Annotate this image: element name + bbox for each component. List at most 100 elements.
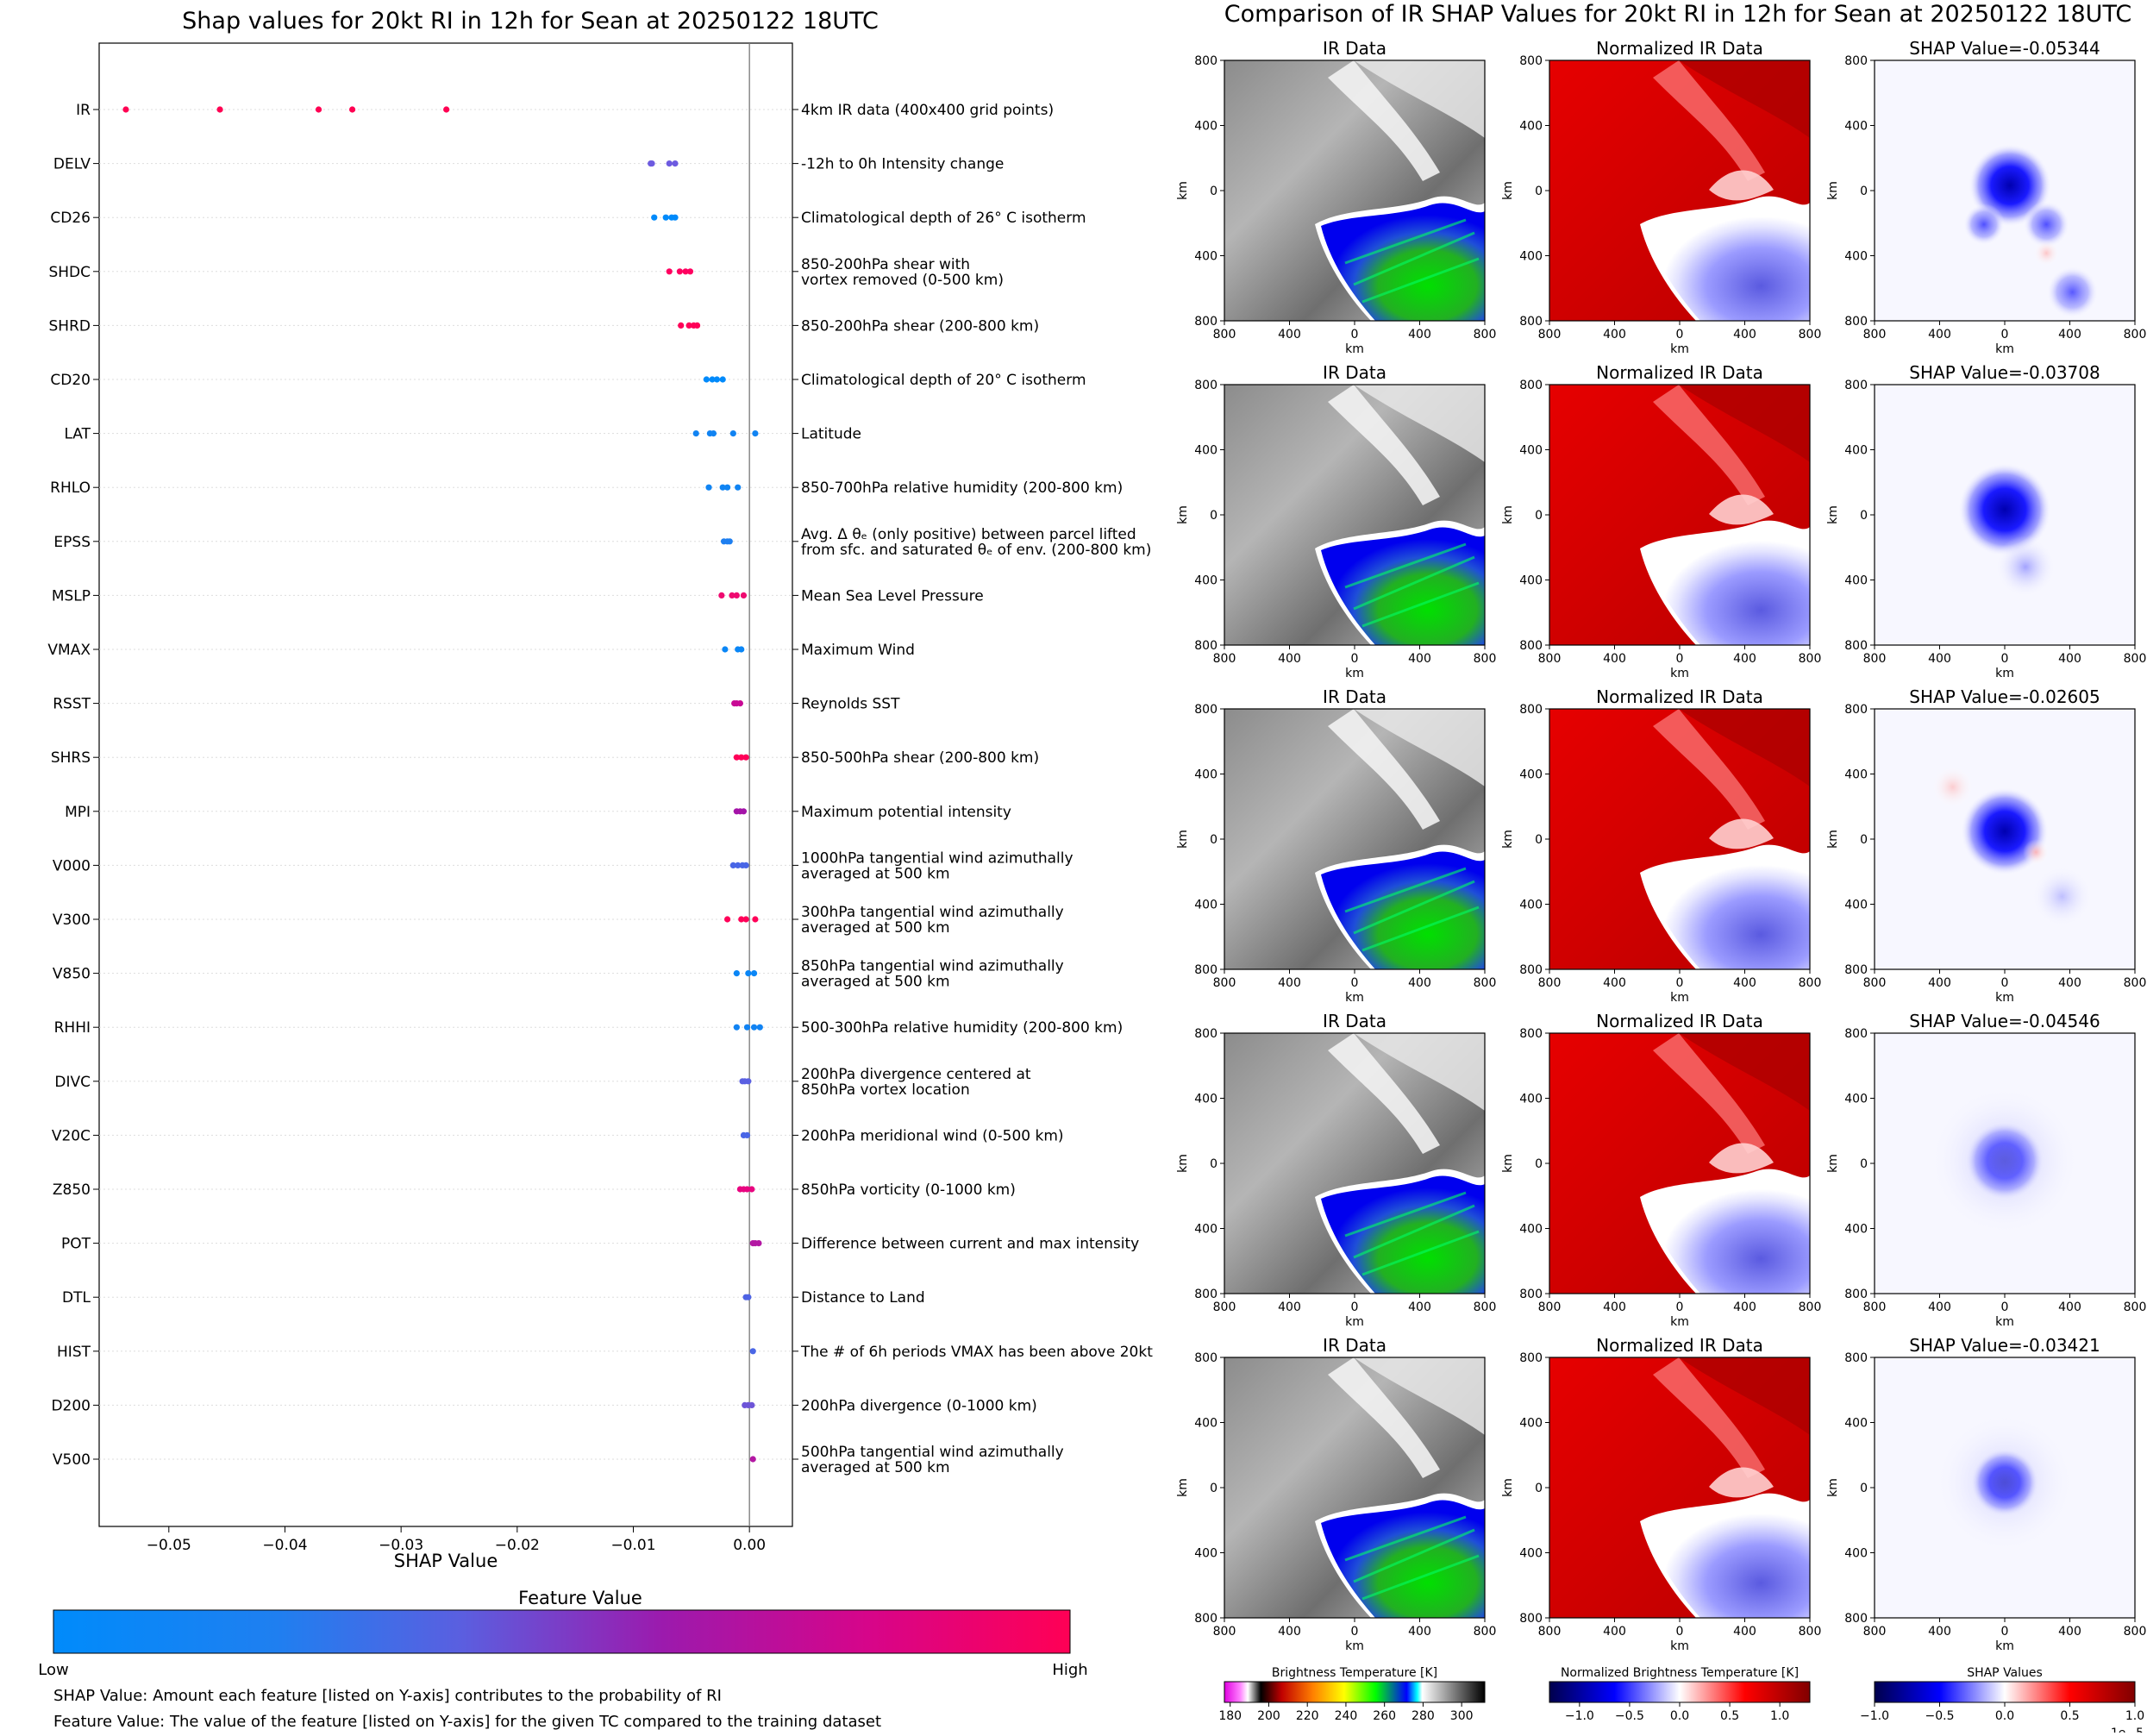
panel-y-tick-label: 800	[1194, 963, 1217, 977]
feature-description: averaged at 500 km	[801, 919, 950, 937]
ir-image	[1224, 1033, 1485, 1294]
ir-image	[1224, 1357, 1485, 1618]
panel-y-tick-label: 800	[1194, 1288, 1217, 1301]
shap-point	[729, 592, 735, 599]
colorbar-tick-label: −1.0	[1860, 1709, 1889, 1723]
panel-x-tick-label: 400	[1928, 976, 1951, 990]
panel-y-tick-label: 0	[1535, 833, 1543, 847]
feature-description: 500-300hPa relative humidity (200-800 km…	[801, 1019, 1123, 1037]
feature-label: RHHI	[54, 1019, 91, 1037]
panel-y-label: km	[1176, 830, 1190, 849]
shap-point	[742, 916, 749, 923]
colorbar-tick-label: 1.0	[1770, 1709, 1789, 1723]
normalized-band	[1653, 60, 1765, 181]
feature-description: from sfc. and saturated θₑ of env. (200-…	[801, 542, 1151, 559]
shap-point	[752, 916, 759, 923]
panel-x-tick-label: 400	[1603, 976, 1626, 990]
colorbar-tick-label: 0.5	[2060, 1709, 2079, 1723]
shap-point	[122, 106, 129, 113]
shap-point	[348, 106, 356, 113]
feature-label: MPI	[65, 804, 91, 821]
shap-point	[648, 160, 655, 167]
panel-x-tick-label: 800	[1863, 1300, 1887, 1314]
panel-x-tick-label: 800	[1213, 1300, 1236, 1314]
normalized-cold-region	[1646, 529, 1810, 645]
shap-point	[748, 1401, 755, 1408]
panel-y-tick-label: 800	[1519, 379, 1543, 392]
panel-x-label: km	[1995, 1315, 2014, 1329]
feature-label: VMAX	[47, 642, 91, 659]
shap-point	[742, 862, 749, 869]
shap-blob	[2023, 839, 2050, 866]
shap-blob	[2031, 865, 2094, 928]
panel-y-tick-label: 400	[1194, 1093, 1217, 1106]
colorbar-gradient	[1874, 1681, 2136, 1703]
right-title: Comparison of IR SHAP Values for 20kt RI…	[1224, 1, 2131, 28]
ir-convection	[1321, 1500, 1485, 1618]
panel-x-tick-label: 0	[1676, 328, 1684, 342]
panel-x-tick-label: 0	[1351, 652, 1359, 666]
normalized-panel-title: Normalized IR Data	[1596, 38, 1763, 59]
shap-panel-title: SHAP Value=-0.04546	[1909, 1011, 2100, 1031]
shap-point	[752, 430, 759, 437]
x-tick-label: −0.01	[610, 1537, 655, 1554]
colorbar-gradient	[1224, 1681, 1486, 1703]
panel-x-label: km	[1995, 1639, 2014, 1653]
panel-y-tick-label: 400	[1519, 574, 1543, 588]
panel-x-tick-label: 0	[2001, 1625, 2009, 1639]
feature-description: 850hPa vorticity (0-1000 km)	[801, 1181, 1016, 1199]
colorbar-tick-label: −0.5	[1925, 1709, 1955, 1723]
shap-point	[735, 862, 742, 869]
panel-y-tick-label: 0	[1210, 185, 1217, 198]
panel-x-tick-label: 0	[1351, 328, 1359, 342]
x-tick-label: −0.05	[147, 1537, 191, 1554]
panel-y-tick-label: 400	[1194, 1223, 1217, 1237]
normalized-band	[1653, 385, 1765, 505]
panel-x-tick-label: 0	[1676, 652, 1684, 666]
shap-point	[756, 1024, 763, 1031]
panel-x-tick-label: 800	[1863, 328, 1887, 342]
panel-y-tick-label: 400	[1519, 444, 1543, 458]
panel-x-tick-label: 800	[1474, 652, 1497, 666]
panel-y-tick-label: 0	[1860, 509, 1868, 523]
feature-description: Climatological depth of 26° C isotherm	[801, 210, 1086, 227]
feature-description: 850hPa tangential wind azimuthally	[801, 958, 1064, 975]
normalized-cold-region	[1646, 1501, 1810, 1618]
panel-x-tick-label: 0	[1351, 976, 1359, 990]
shap-point	[745, 1294, 752, 1300]
normalized-dark-region	[1679, 385, 1810, 462]
panel-x-tick-label: 400	[1408, 328, 1431, 342]
ir-cloud-band	[1328, 709, 1440, 830]
panel-x-tick-label: 400	[1408, 1625, 1431, 1639]
shap-blob	[1931, 766, 1974, 808]
normalized-warm-patch	[1709, 170, 1774, 201]
panel-x-tick-label: 400	[2058, 976, 2081, 990]
panel-x-tick-label: 400	[2058, 1300, 2081, 1314]
shap-point	[736, 700, 743, 707]
shap-blob	[1926, 1082, 2083, 1239]
feature-label: DIVC	[54, 1074, 91, 1091]
panel-x-label: km	[1995, 342, 2014, 356]
panel-y-tick-label: 800	[1844, 1351, 1868, 1365]
normalized-cold-region	[1646, 204, 1810, 321]
colorbar-tick-label: 0.0	[1670, 1709, 1689, 1723]
colorbar-tick-label: 0.0	[1995, 1709, 2014, 1723]
shap-blob	[2023, 201, 2070, 248]
panel-y-tick-label: 400	[1194, 1417, 1217, 1431]
feature-description: averaged at 500 km	[801, 974, 950, 991]
panel-x-tick-label: 400	[1278, 328, 1301, 342]
normalized-image	[1549, 1357, 1810, 1618]
panel-y-tick-label: 800	[1844, 963, 1868, 977]
panel-x-tick-label: 400	[2058, 328, 2081, 342]
shap-point	[685, 322, 692, 329]
panel-y-tick-label: 400	[1844, 1093, 1868, 1106]
colorbar-tick-label: −1.0	[1565, 1709, 1594, 1723]
feature-label: V500	[53, 1451, 91, 1469]
feature-label: IR	[76, 102, 91, 119]
normalized-dark-region	[1679, 1033, 1810, 1111]
panel-x-tick-label: 400	[1733, 328, 1756, 342]
feature-description: Avg. Δ θₑ (only positive) between parcel…	[801, 526, 1136, 543]
